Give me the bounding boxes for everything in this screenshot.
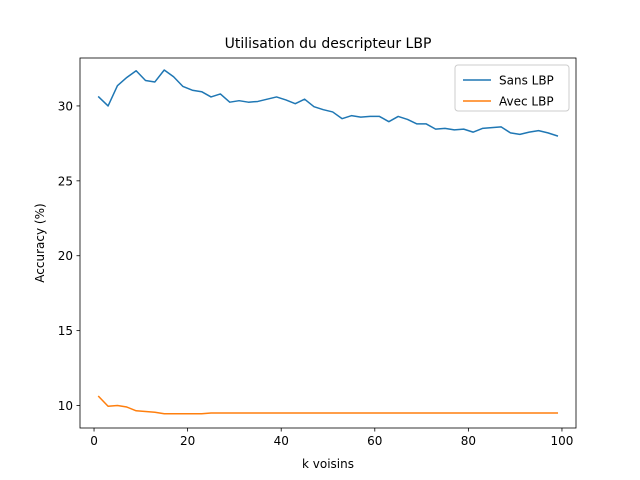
chart-title: Utilisation du descripteur LBP bbox=[225, 36, 432, 52]
plot-area: 0 20 40 60 80 100 10 15 20 25 30 bbox=[58, 57, 577, 448]
x-tick-label: 100 bbox=[551, 434, 574, 448]
y-tick-label: 30 bbox=[58, 99, 73, 113]
x-tick-label: 60 bbox=[367, 434, 382, 448]
axes-frame bbox=[79, 57, 577, 429]
x-tick-label: 0 bbox=[90, 434, 98, 448]
series-line-sans-lbp bbox=[97, 69, 559, 137]
x-tick-label: 40 bbox=[274, 434, 289, 448]
legend-label-sans-lbp: Sans LBP bbox=[499, 74, 554, 88]
y-tick-label: 20 bbox=[58, 249, 73, 263]
x-tick-label: 80 bbox=[461, 434, 476, 448]
y-tick-label: 25 bbox=[58, 174, 73, 188]
x-tick-label: 20 bbox=[180, 434, 195, 448]
y-tick-label: 10 bbox=[58, 399, 73, 413]
legend: Sans LBP Avec LBP bbox=[454, 64, 570, 112]
legend-box bbox=[454, 64, 570, 112]
legend-label-avec-lbp: Avec LBP bbox=[499, 95, 554, 109]
x-axis-label: k voisins bbox=[302, 457, 354, 471]
y-axis-label: Accuracy (%) bbox=[33, 203, 47, 282]
y-tick-label: 15 bbox=[58, 324, 73, 338]
series-line-avec-lbp bbox=[97, 395, 559, 415]
